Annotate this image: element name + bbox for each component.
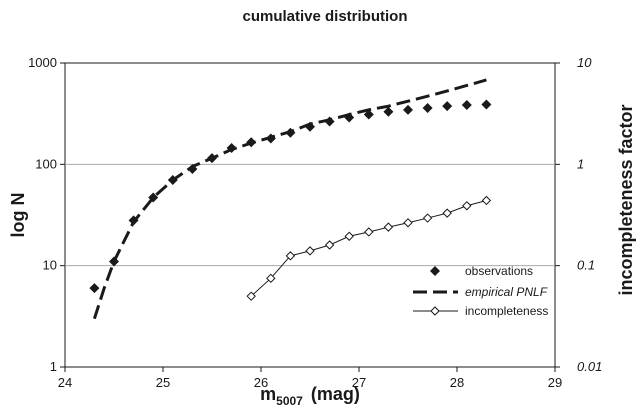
- x-tick-label: 26: [254, 375, 268, 390]
- y-axis-right: 0.01 0.1 1 10: [555, 55, 602, 374]
- x-tick-label: 24: [58, 375, 72, 390]
- y2-tick-label: 0.01: [577, 359, 602, 374]
- incompleteness-point: [246, 291, 256, 301]
- chart-title: cumulative distribution: [242, 8, 407, 25]
- incompleteness-point: [364, 227, 374, 237]
- x-tick-label: 27: [352, 375, 366, 390]
- observation-point: [481, 99, 492, 110]
- pnlf-dashed-line: [92, 78, 487, 320]
- incompleteness-point: [285, 251, 296, 261]
- incompleteness-point: [266, 273, 276, 284]
- legend-pnlf-label: empirical PNLF: [465, 285, 548, 299]
- y2-tick-label: 10: [577, 55, 592, 70]
- observation-point: [403, 104, 413, 115]
- observation-point: [363, 109, 374, 120]
- legend-incompleteness-label: incompleteness: [465, 304, 548, 318]
- plot-frame: [64, 62, 556, 368]
- legend-observations-label: observations: [465, 264, 533, 278]
- gridlines: [65, 163, 555, 267]
- legend-observations-marker: [430, 266, 440, 276]
- incompleteness-point: [324, 240, 335, 250]
- observation-point: [383, 106, 394, 117]
- y-tick-label: 10: [43, 258, 57, 273]
- x-axis-title-main: m: [260, 384, 276, 404]
- x-tick-label: 25: [156, 375, 170, 390]
- y-tick-label: 1: [50, 359, 57, 374]
- observation-point: [422, 102, 433, 113]
- incompleteness-point: [481, 195, 492, 206]
- y-tick-label: 100: [35, 156, 57, 171]
- incompleteness-point: [462, 201, 472, 211]
- x-axis-title: m5007 (mag): [260, 384, 360, 406]
- observation-point: [89, 283, 100, 294]
- x-tick-label: 29: [548, 375, 562, 390]
- legend: observations empirical PNLF incompletene…: [413, 264, 548, 318]
- incompleteness-point: [344, 231, 354, 241]
- y2-tick-label: 0.1: [577, 258, 595, 273]
- x-tick-label: 28: [450, 375, 464, 390]
- incompleteness-line: [250, 199, 487, 297]
- y-axis-title: log N: [8, 193, 28, 238]
- series-layer: [89, 78, 492, 320]
- legend-incompleteness-marker: [430, 306, 440, 316]
- plot-area: [64, 62, 556, 368]
- incompleteness-point: [383, 222, 394, 232]
- incompleteness-point: [442, 208, 452, 218]
- y2-axis-title: incompleteness factor: [616, 104, 636, 295]
- y2-tick-label: 1: [577, 156, 584, 171]
- observation-point: [461, 100, 472, 111]
- y-tick-label: 1000: [28, 55, 57, 70]
- incompleteness-point: [305, 246, 315, 256]
- x-axis-title-unit: (mag): [311, 384, 360, 404]
- observation-point: [442, 101, 453, 112]
- incompleteness-point: [403, 218, 413, 228]
- x-axis-title-subscript: 5007: [276, 394, 303, 406]
- incompleteness-point: [422, 213, 433, 223]
- y-axis-left: 1 10 100 1000: [28, 55, 65, 374]
- x-axis: 24 25 26 27 28 29: [58, 367, 562, 390]
